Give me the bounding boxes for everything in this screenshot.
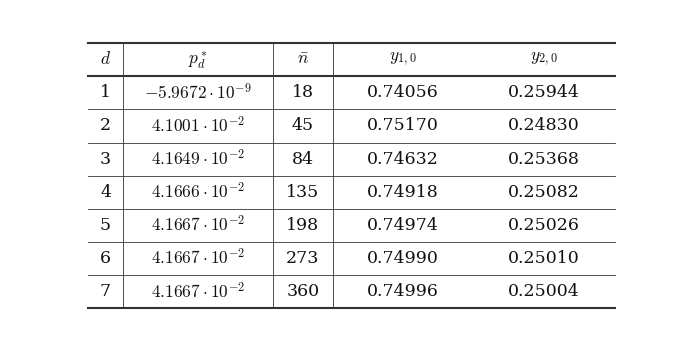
Text: $p_d^*$: $p_d^*$ — [188, 49, 208, 71]
Text: 0.74974: 0.74974 — [367, 217, 439, 234]
Text: 135: 135 — [286, 184, 320, 201]
Text: 0.74632: 0.74632 — [367, 151, 439, 168]
Text: 45: 45 — [292, 118, 314, 134]
Text: $4.1667 \cdot 10^{-2}$: $4.1667 \cdot 10^{-2}$ — [150, 248, 245, 269]
Text: 0.25004: 0.25004 — [508, 283, 580, 300]
Text: 2: 2 — [100, 118, 111, 134]
Text: 3: 3 — [100, 151, 111, 168]
Text: $-5.9672 \cdot 10^{-9}$: $-5.9672 \cdot 10^{-9}$ — [144, 83, 252, 103]
Text: $\bar{n}$: $\bar{n}$ — [297, 51, 309, 68]
Text: 0.25026: 0.25026 — [508, 217, 580, 234]
Text: 0.24830: 0.24830 — [508, 118, 580, 134]
Text: $4.1667 \cdot 10^{-2}$: $4.1667 \cdot 10^{-2}$ — [150, 282, 245, 302]
Text: 0.25368: 0.25368 — [508, 151, 580, 168]
Text: $4.1649 \cdot 10^{-2}$: $4.1649 \cdot 10^{-2}$ — [150, 149, 245, 169]
Text: 0.25082: 0.25082 — [508, 184, 580, 201]
Text: 18: 18 — [292, 84, 314, 101]
Text: $y_{2,0}$: $y_{2,0}$ — [530, 51, 558, 68]
Text: $y_{1,0}$: $y_{1,0}$ — [389, 51, 417, 68]
Text: 0.74990: 0.74990 — [367, 250, 439, 267]
Text: 360: 360 — [286, 283, 320, 300]
Text: 273: 273 — [286, 250, 320, 267]
Text: 0.75170: 0.75170 — [367, 118, 439, 134]
Text: 1: 1 — [100, 84, 111, 101]
Text: $d$: $d$ — [100, 51, 111, 68]
Text: 0.74918: 0.74918 — [367, 184, 439, 201]
Text: 198: 198 — [286, 217, 320, 234]
Text: 84: 84 — [292, 151, 314, 168]
Text: $4.1666 \cdot 10^{-2}$: $4.1666 \cdot 10^{-2}$ — [150, 182, 245, 203]
Text: $4.1667 \cdot 10^{-2}$: $4.1667 \cdot 10^{-2}$ — [150, 215, 245, 236]
Text: 7: 7 — [100, 283, 111, 300]
Text: 5: 5 — [100, 217, 111, 234]
Text: 0.74996: 0.74996 — [367, 283, 439, 300]
Text: $4.1001 \cdot 10^{-2}$: $4.1001 \cdot 10^{-2}$ — [150, 116, 245, 136]
Text: 4: 4 — [100, 184, 111, 201]
Text: 0.25010: 0.25010 — [508, 250, 580, 267]
Text: 6: 6 — [100, 250, 111, 267]
Text: 0.25944: 0.25944 — [508, 84, 580, 101]
Text: 0.74056: 0.74056 — [367, 84, 439, 101]
